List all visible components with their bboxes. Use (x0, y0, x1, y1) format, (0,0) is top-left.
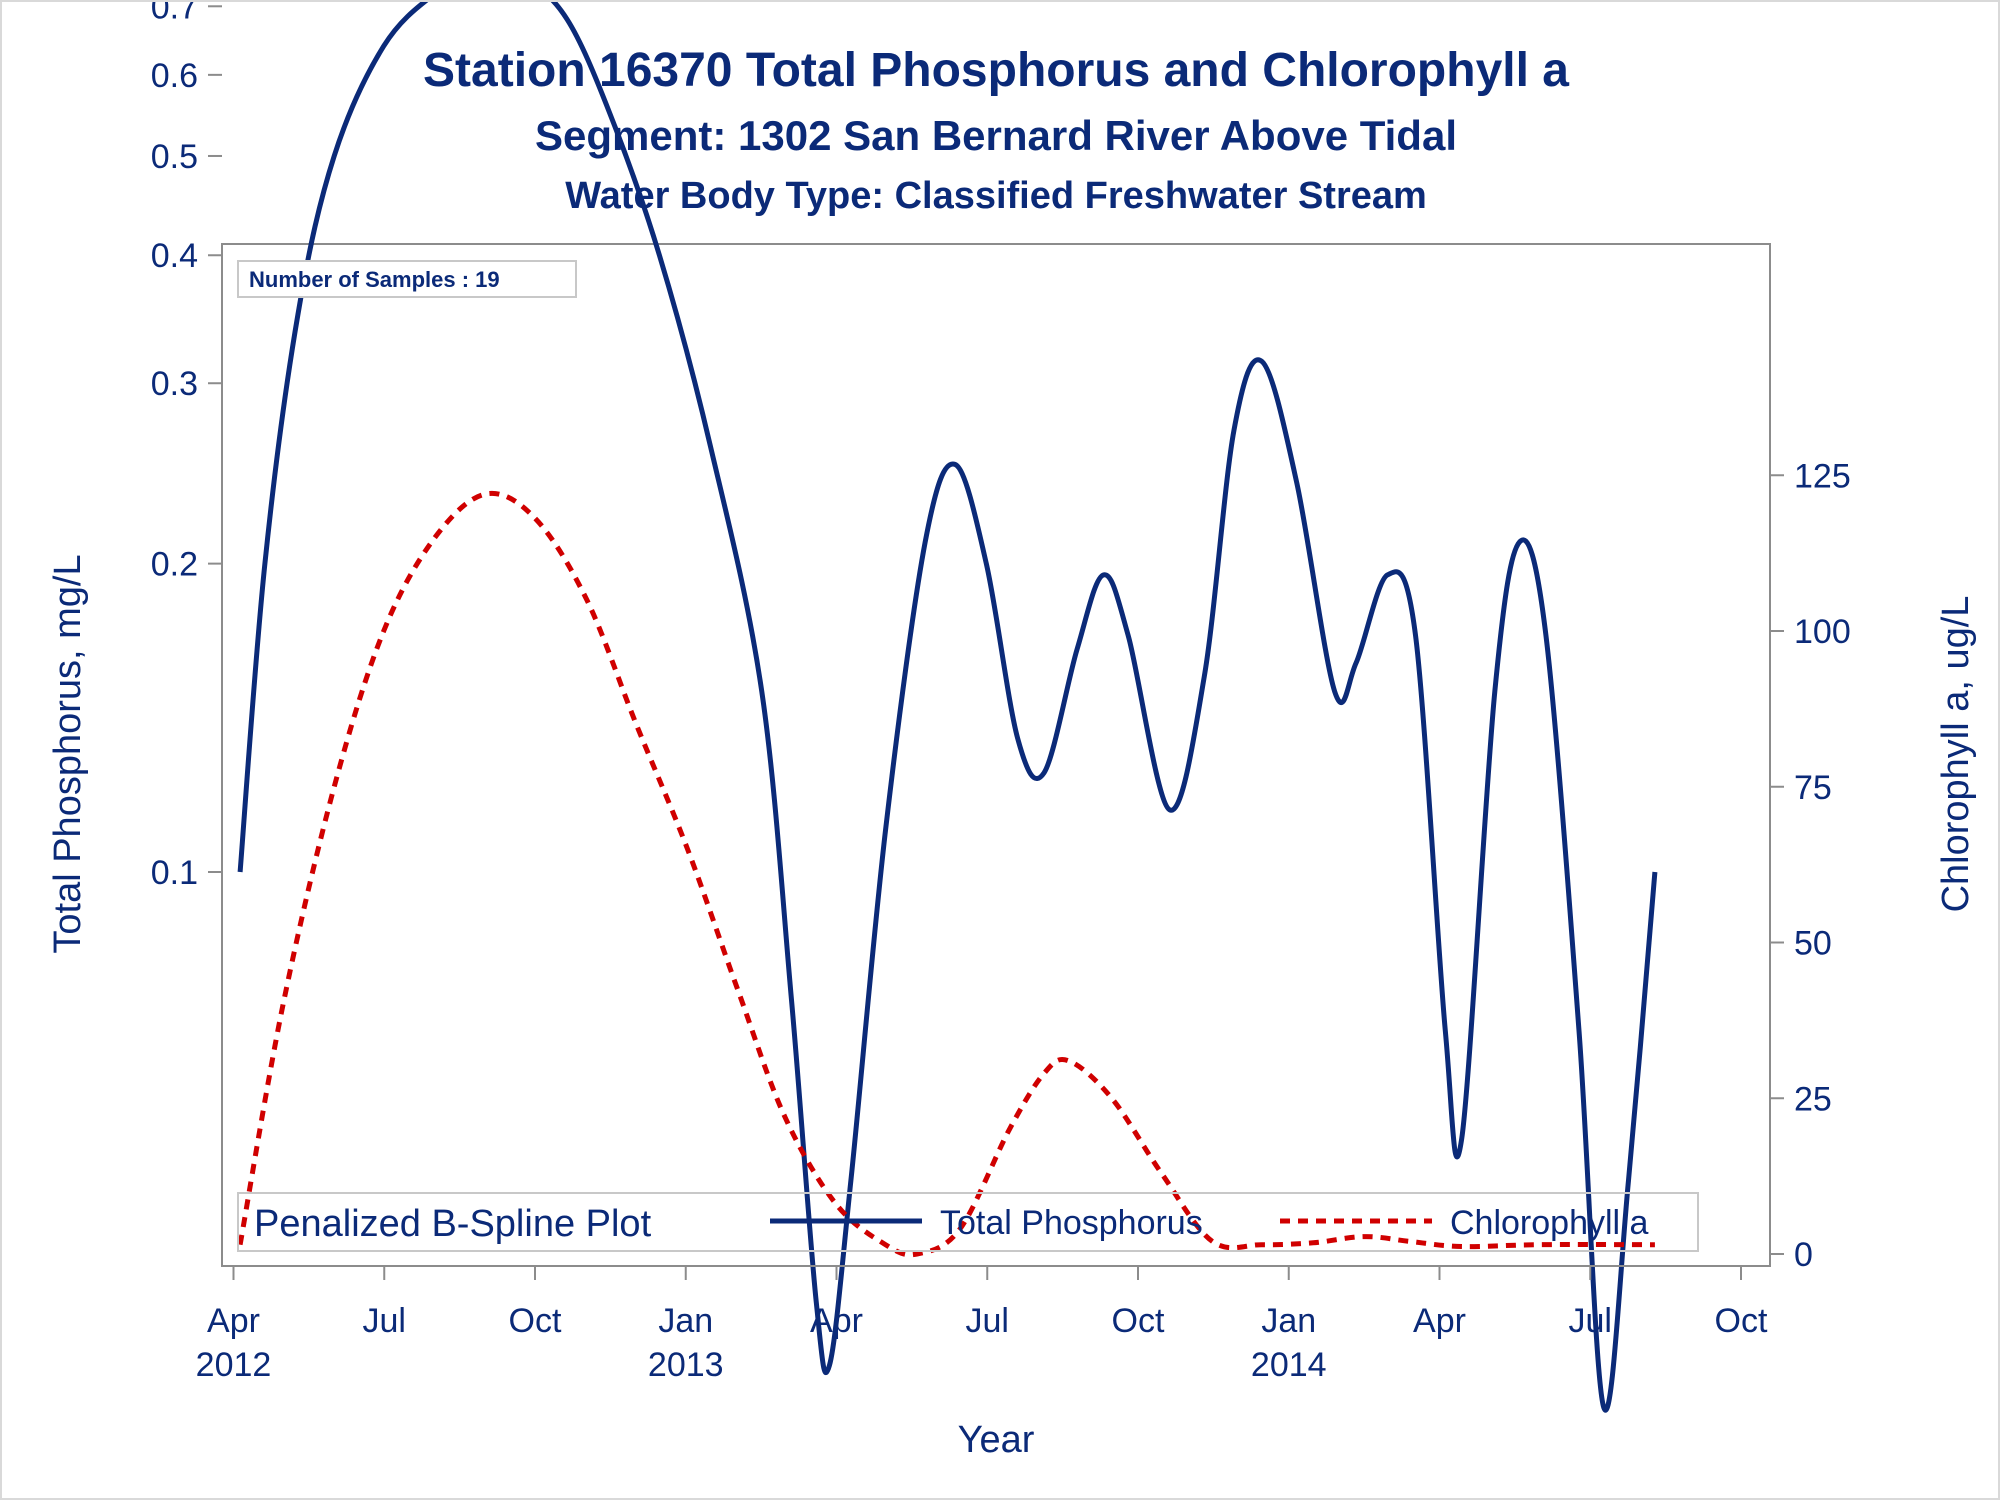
y-left-tick-label: 0.7 (151, 2, 198, 26)
x-tick-label: Oct (1112, 1302, 1165, 1340)
legend: Penalized B-Spline Plot Total Phosphorus… (237, 1192, 1699, 1252)
x-tick-year: 2014 (1251, 1346, 1327, 1384)
legend-label-phosphorus: Total Phosphorus (940, 1204, 1203, 1242)
y-left-tick-label: 0.6 (151, 57, 198, 95)
sample-count-text: Number of Samples : 19 (249, 267, 500, 292)
y-axis-left-label: Total Phosphorus, mg/L (47, 554, 89, 953)
x-tick-label: Jan (1261, 1302, 1316, 1340)
plot-area (221, 243, 1771, 1267)
x-tick-label: Jul (966, 1302, 1009, 1340)
x-axis-label: Year (958, 1419, 1035, 1461)
legend-label-chlorophyll: Chlorophyll a (1450, 1204, 1649, 1242)
y-right-tick-label: 75 (1794, 769, 1832, 807)
x-tick-year: 2013 (648, 1346, 724, 1384)
x-tick-label: Jul (363, 1302, 406, 1340)
x-tick-label: Apr (810, 1302, 863, 1340)
series-line-chlorophyll-a (237, 490, 1655, 1258)
y-left-tick-label: 0.5 (151, 138, 198, 176)
x-tick-label: Jan (658, 1302, 713, 1340)
chart-subtitle-waterbody: Water Body Type: Classified Freshwater S… (565, 175, 1427, 217)
x-axis: Apr 2012 Jul Oct Jan 2013 Apr Jul Oct Jan 2014 Apr J… (196, 1265, 1768, 1384)
y-left-tick-label: 0.4 (151, 237, 198, 275)
x-tick-label: Jul (1569, 1302, 1612, 1340)
chart-title: Station 16370 Total Phosphorus and Chlor… (423, 44, 1569, 97)
x-tick-label: Apr (1413, 1302, 1466, 1340)
x-tick-label: Oct (1715, 1302, 1768, 1340)
y-right-tick-label: 25 (1794, 1080, 1832, 1118)
chart-subtitle-segment: Segment: 1302 San Bernard River Above Ti… (535, 112, 1457, 159)
x-tick-label: Apr (207, 1302, 260, 1340)
sample-count-inset: Number of Samples : 19 (237, 260, 577, 298)
y-axis-right-label: Chlorophyll a, ug/L (1935, 596, 1977, 913)
legend-title: Penalized B-Spline Plot (254, 1203, 652, 1245)
x-tick-year: 2012 (196, 1346, 272, 1384)
y-left-tick-label: 0.3 (151, 365, 198, 403)
y-axis-right: 0 25 50 75 100 125 (1770, 457, 1851, 1274)
series-layer (237, 2, 1658, 1413)
legend-box (237, 1192, 1699, 1252)
y-left-tick-label: 0.2 (151, 546, 198, 584)
y-right-tick-label: 100 (1794, 613, 1851, 651)
y-axis-left: 0.1 0.2 0.3 0.4 0.5 0.6 0.7 (151, 2, 222, 892)
y-right-tick-label: 0 (1794, 1236, 1813, 1274)
y-left-tick-label: 0.1 (151, 854, 198, 892)
y-right-tick-label: 50 (1794, 925, 1832, 963)
x-tick-label: Oct (509, 1302, 562, 1340)
series-line-total-phosphorus (237, 2, 1658, 1413)
y-right-tick-label: 125 (1794, 457, 1851, 495)
